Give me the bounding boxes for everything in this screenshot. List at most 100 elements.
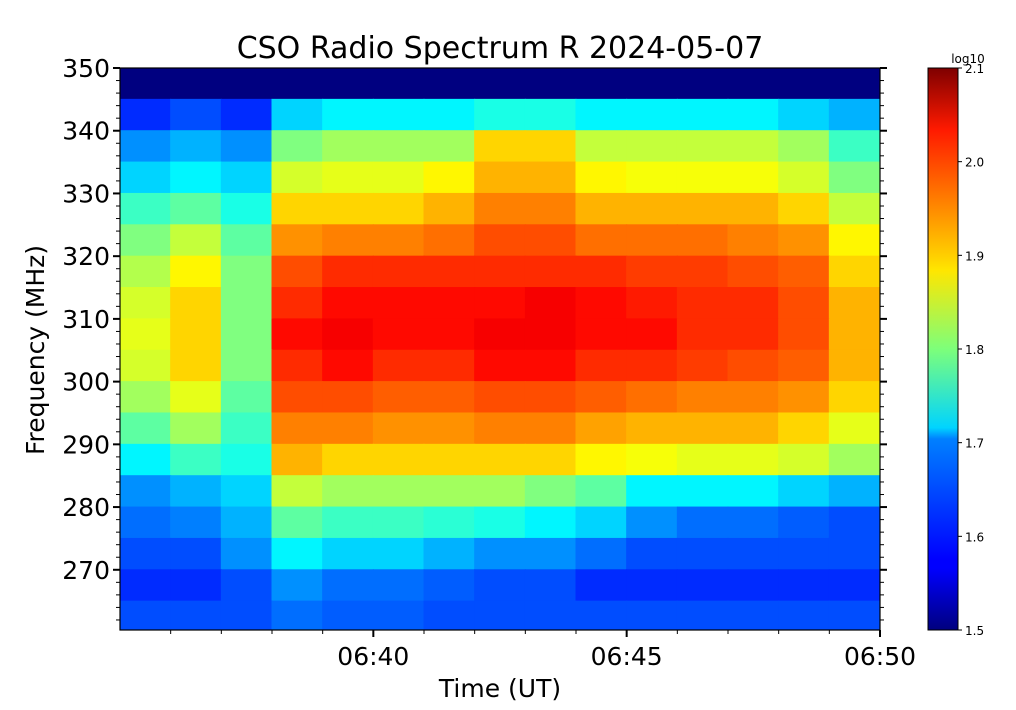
heatmap-cell	[120, 161, 172, 194]
heatmap-cell	[170, 192, 222, 226]
heatmap-cell	[322, 68, 374, 100]
heatmap-cell	[120, 98, 172, 132]
chart-title: CSO Radio Spectrum R 2024-05-07	[237, 31, 764, 66]
heatmap-cell	[170, 68, 222, 100]
x-tick-label: 06:45	[591, 642, 663, 671]
heatmap-cell	[828, 443, 880, 477]
heatmap-cell	[727, 537, 780, 571]
heatmap-cell	[423, 506, 476, 539]
colorbar-tick-label: 1.8	[965, 343, 984, 357]
heatmap-cell	[220, 255, 273, 289]
heatmap-cell	[524, 68, 577, 100]
heatmap-cell	[524, 318, 577, 351]
heatmap-cell	[271, 192, 324, 226]
heatmap-cell	[220, 68, 273, 100]
colorbar-tick-label: 1.9	[965, 249, 984, 263]
heatmap-cell	[120, 506, 172, 539]
plot-frame	[119, 67, 881, 631]
heatmap-cell	[676, 68, 729, 100]
heatmap-cell	[575, 506, 628, 539]
heatmap-cell	[372, 255, 425, 289]
heatmap-cell	[170, 506, 222, 539]
heatmap-cell	[778, 506, 830, 539]
heatmap-cell	[778, 412, 830, 445]
heatmap-cell	[778, 349, 830, 383]
heatmap-cells	[120, 68, 880, 630]
heatmap-cell	[727, 443, 780, 477]
heatmap-cell	[372, 349, 425, 383]
heatmap-cell	[170, 569, 222, 602]
heatmap-cell	[372, 381, 425, 414]
heatmap-cell	[626, 381, 678, 414]
heatmap-cell	[474, 68, 526, 100]
colorbar-label: log10	[951, 52, 985, 66]
colorbar-tick-label: 2.1	[965, 62, 984, 76]
heatmap-cell	[423, 412, 476, 445]
heatmap-cell	[626, 98, 678, 132]
heatmap-cell	[372, 318, 425, 351]
heatmap-cell	[727, 68, 780, 100]
heatmap-cell	[474, 569, 526, 602]
heatmap-cell	[524, 349, 577, 383]
heatmap-cell	[322, 475, 374, 508]
heatmap-cell	[626, 130, 678, 163]
heatmap-cell	[170, 537, 222, 571]
heatmap-cell	[626, 318, 678, 351]
heatmap-cell	[220, 412, 273, 445]
heatmap-cell	[120, 600, 172, 630]
heatmap-cell	[372, 192, 425, 226]
heatmap-cell	[220, 600, 273, 630]
heatmap-cell	[778, 98, 830, 132]
heatmap-cell	[474, 349, 526, 383]
heatmap-cell	[575, 443, 628, 477]
heatmap-cell	[372, 443, 425, 477]
heatmap-cell	[271, 287, 324, 320]
heatmap-cell	[575, 381, 628, 414]
heatmap-cell	[828, 192, 880, 226]
heatmap-cell	[676, 475, 729, 508]
heatmap-cell	[575, 130, 628, 163]
heatmap-cell	[474, 161, 526, 194]
heatmap-cell	[220, 537, 273, 571]
heatmap-cell	[727, 349, 780, 383]
heatmap-cell	[120, 443, 172, 477]
y-tick-label: 330	[62, 179, 110, 208]
heatmap-cell	[322, 255, 374, 289]
heatmap-cell	[423, 68, 476, 100]
heatmap-cell	[322, 600, 374, 630]
heatmap-cell	[474, 318, 526, 351]
heatmap-cell	[575, 569, 628, 602]
heatmap-cell	[626, 475, 678, 508]
heatmap-cell	[676, 569, 729, 602]
heatmap-cell	[727, 318, 780, 351]
heatmap-cell	[170, 318, 222, 351]
heatmap-cell	[626, 506, 678, 539]
heatmap-cell	[524, 475, 577, 508]
heatmap-cell	[727, 569, 780, 602]
heatmap-cell	[220, 381, 273, 414]
heatmap-cell	[322, 537, 374, 571]
heatmap-cell	[727, 98, 780, 132]
heatmap-cell	[423, 349, 476, 383]
heatmap-cell	[626, 349, 678, 383]
heatmap-cell	[423, 161, 476, 194]
heatmap-cell	[372, 224, 425, 257]
heatmap-cell	[626, 192, 678, 226]
colorbar	[927, 67, 959, 631]
heatmap-cell	[170, 287, 222, 320]
heatmap-cell	[727, 475, 780, 508]
heatmap-cell	[423, 255, 476, 289]
heatmap-cell	[524, 224, 577, 257]
y-tick-label: 290	[62, 430, 110, 459]
heatmap-cell	[778, 224, 830, 257]
heatmap-cell	[423, 443, 476, 477]
heatmap-cell	[271, 569, 324, 602]
heatmap-cell	[271, 130, 324, 163]
heatmap-cell	[220, 130, 273, 163]
heatmap-cell	[170, 443, 222, 477]
heatmap-cell	[271, 349, 324, 383]
heatmap-cell	[778, 192, 830, 226]
heatmap-cell	[372, 537, 425, 571]
heatmap-cell	[676, 349, 729, 383]
